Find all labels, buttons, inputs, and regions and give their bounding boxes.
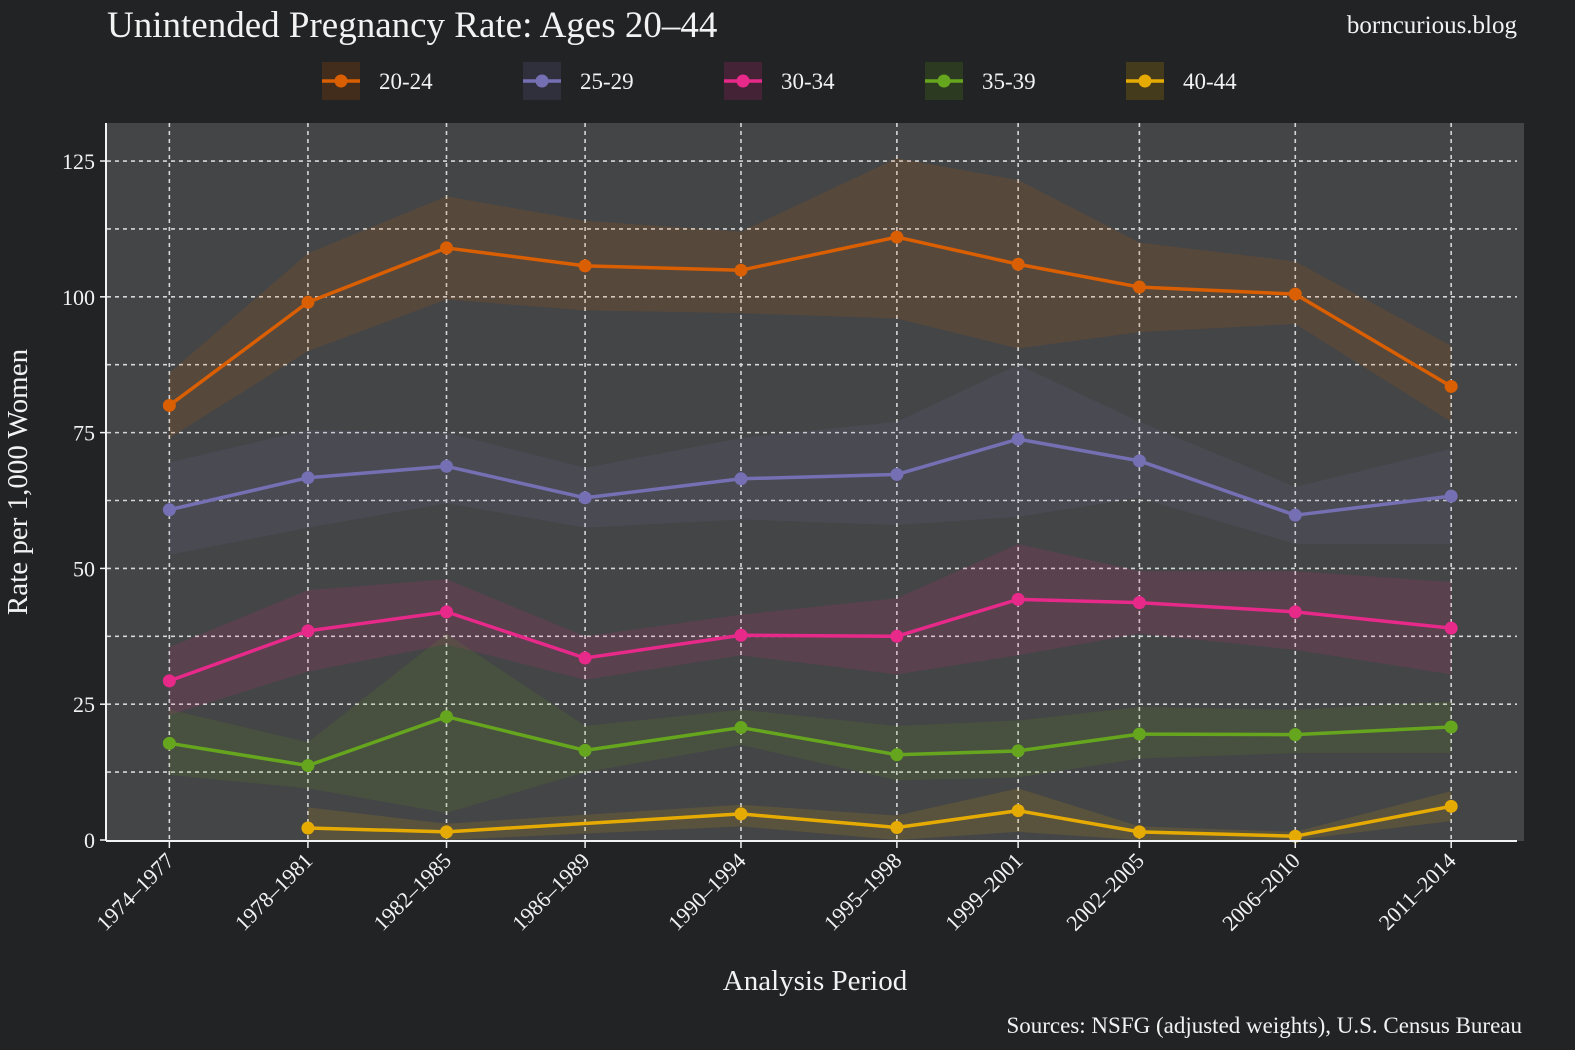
point-20-24 [1011,257,1025,271]
legend-marker [334,74,348,88]
y-tick-label: 125 [62,149,95,174]
x-tick-label: 1982–1985 [368,848,456,936]
legend-item-25-29: 25-29 [523,62,634,100]
x-axis-label: Analysis Period [723,965,908,997]
point-20-24 [734,263,748,277]
x-tick-label: 1995–1998 [819,848,907,936]
point-25-29 [301,471,315,485]
band-35-39 [169,633,1452,813]
legend-item-40-44: 40-44 [1126,62,1237,100]
x-tick-label: 1990–1994 [663,848,751,936]
point-25-29 [1444,489,1458,503]
point-20-24 [578,259,592,273]
legend-marker [937,74,951,88]
point-30-34 [734,628,748,642]
y-tick-label: 25 [73,692,95,717]
legend-item-35-39: 35-39 [925,62,1036,100]
point-20-24 [301,295,315,309]
point-25-29 [734,472,748,486]
y-tick-label: 100 [62,285,95,310]
chart-title: Unintended Pregnancy Rate: Ages 20–44 [107,5,717,46]
point-30-34 [578,651,592,665]
legend-label: 20-24 [379,69,433,94]
legend-marker [736,74,750,88]
point-30-34 [1011,592,1025,606]
x-tick-label: 1986–1989 [507,848,595,936]
y-tick-label: 0 [84,828,95,853]
legend-item-20-24: 20-24 [322,62,433,100]
point-20-24 [1444,379,1458,393]
y-axis-label: Rate per 1,000 Women [2,348,34,615]
point-30-34 [890,629,904,643]
site-label: borncurious.blog [1347,12,1518,39]
band-20-24 [169,158,1452,439]
point-30-34 [440,605,454,619]
point-20-24 [162,398,176,412]
band-40-44 [307,788,1452,840]
legend-marker [1138,74,1152,88]
point-35-39 [1132,727,1146,741]
point-40-44 [734,807,748,821]
point-40-44 [440,825,454,839]
legend-label: 25-29 [580,69,634,94]
point-25-29 [1288,508,1302,522]
point-35-39 [440,710,454,724]
point-40-44 [1132,825,1146,839]
point-20-24 [890,230,904,244]
point-35-39 [890,748,904,762]
point-30-34 [301,624,315,638]
point-20-24 [1132,280,1146,294]
point-30-34 [1288,605,1302,619]
line-40-44 [307,804,1452,838]
line-20-24 [168,235,1453,407]
point-25-29 [440,459,454,473]
line-25-29 [168,437,1452,517]
legend-item-30-34: 30-34 [724,62,835,100]
point-25-29 [578,491,592,505]
x-tick-label: 1974–1977 [91,848,179,936]
point-35-39 [1288,728,1302,742]
y-tick-label: 75 [73,421,95,446]
point-35-39 [301,759,315,773]
point-25-29 [1011,432,1025,446]
plot-panel [107,123,1524,841]
point-30-34 [1132,596,1146,610]
x-tick-label: 2011–2014 [1374,848,1461,935]
point-30-34 [1444,621,1458,635]
point-25-29 [890,467,904,481]
point-20-24 [1288,287,1302,301]
legend: 20-24 25-29 30-34 35-39 40-44 [322,62,1237,100]
band-25-29 [169,364,1452,555]
legend-marker [535,74,549,88]
band-30-34 [169,543,1452,716]
point-40-44 [890,821,904,835]
point-40-44 [301,821,315,835]
source-note: Sources: NSFG (adjusted weights), U.S. C… [1006,1013,1522,1038]
point-40-44 [1011,804,1025,818]
y-tick-label: 50 [73,556,95,581]
line-30-34 [168,597,1452,683]
point-25-29 [162,503,176,517]
point-35-39 [578,743,592,757]
x-tick-label: 1978–1981 [230,848,318,936]
x-tick-label: 2002–2005 [1061,848,1149,936]
x-tick-label: 2006–2010 [1217,848,1305,936]
point-40-44 [1444,799,1458,813]
legend-label: 40-44 [1183,69,1237,94]
point-40-44 [1288,829,1302,843]
point-25-29 [1132,454,1146,468]
point-30-34 [162,674,176,688]
legend-label: 30-34 [781,69,835,94]
x-tick-label: 1999–2001 [940,848,1028,936]
point-35-39 [734,721,748,735]
line-35-39 [169,714,1452,768]
legend-label: 35-39 [982,69,1036,94]
point-35-39 [162,736,176,750]
point-35-39 [1011,744,1025,758]
point-20-24 [440,241,454,255]
point-35-39 [1444,720,1458,734]
